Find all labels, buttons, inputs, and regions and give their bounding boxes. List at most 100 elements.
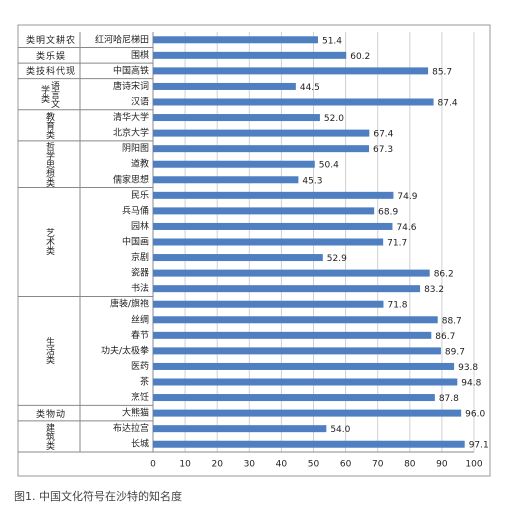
y-tick-label: 功夫/太极拳 [101,344,149,356]
value-label: 86.7 [435,332,455,342]
y-tick-label: 儒家思想 [113,173,149,185]
x-tick-label: 80 [404,460,416,470]
value-label: 44.5 [300,83,320,93]
group-label: 建筑类 [44,422,54,450]
y-tick-label: 清华大学 [113,111,149,123]
value-label: 97.1 [469,441,489,451]
y-tick-label: 春节 [131,329,149,341]
bar [153,145,370,153]
bar [153,160,315,168]
value-label: 74.9 [397,192,417,202]
bar [153,300,384,308]
value-label: 71.8 [387,301,407,311]
bar [153,176,299,184]
value-label: 87.4 [438,99,458,109]
group-label: 哲学思想类 [44,141,54,187]
x-tick-label: 10 [179,460,191,470]
y-tick-label: 唐诗宋词 [113,80,149,92]
bar [153,114,320,122]
bar [153,222,393,230]
value-label: 89.7 [445,347,465,357]
value-label: 68.9 [378,207,398,217]
value-label: 45.3 [302,176,322,186]
bar [153,378,458,386]
x-tick-label: 20 [211,460,223,470]
bar [153,51,347,59]
value-label: 52.9 [327,254,347,264]
y-tick-label: 北京大学 [113,127,149,139]
bar [153,254,323,262]
value-label: 52.0 [324,114,344,124]
y-tick-label: 中国画 [122,236,149,248]
x-tick-label: 60 [340,460,352,470]
value-label: 87.8 [439,394,459,404]
x-tick-label: 100 [465,460,482,470]
y-tick-label: 道教 [131,158,149,170]
bar [153,82,296,90]
value-label: 50.4 [319,161,339,171]
value-label: 51.4 [322,36,342,46]
y-tick-label: 长城 [131,438,149,450]
value-label: 67.4 [373,130,393,140]
y-tick-label: 阴阳图 [122,143,149,154]
x-tick-label: 50 [308,460,320,470]
y-tick-label: 茶 [140,376,149,388]
caption: 图1. 中国文化符号在沙特的知名度 [14,490,182,503]
value-label: 94.8 [461,379,481,389]
x-tick-label: 30 [244,460,256,470]
y-tick-label: 园林 [131,220,149,232]
bar [153,191,394,199]
y-tick-label: 布达拉宫 [113,422,149,434]
bar [153,425,327,433]
group-label: 语言文学类 [39,80,59,108]
bar [153,316,438,324]
x-tick-label: 90 [436,460,448,470]
value-label: 86.2 [434,270,454,280]
bar [153,440,465,448]
chart-frame [17,24,491,477]
y-tick-label: 兵马俑 [122,204,149,216]
bar [153,238,384,246]
group-label: 生活类 [44,337,54,365]
y-tick-label: 汉语 [131,97,149,108]
y-tick-label: 烹饪 [131,391,149,403]
value-label: 67.3 [373,145,393,155]
bar [153,394,435,402]
y-tick-label: 京剧 [131,251,149,263]
group-label: 农耕文明类 [24,35,74,45]
bar [153,98,434,106]
x-tick-label: 40 [276,460,288,470]
bar [153,36,318,44]
bar [153,67,429,75]
y-tick-label: 瓷器 [131,267,149,279]
y-tick-label: 民乐 [131,189,149,201]
value-label: 88.7 [442,316,462,326]
value-label: 71.7 [387,239,407,249]
x-tick-label: 70 [372,460,384,470]
bar [153,347,441,355]
y-tick-label: 唐装/旗袍 [110,298,149,310]
value-label: 83.2 [424,285,444,295]
bar [153,285,421,293]
x-tick-label: 0 [150,460,156,470]
group-label: 现代科技类 [24,66,74,76]
y-tick-label: 书法 [131,282,149,294]
value-label: 85.7 [432,67,452,77]
bar [153,207,375,215]
group-label: 教育类 [44,111,54,139]
y-tick-label: 红河哈尼梯田 [95,33,149,45]
value-label: 60.2 [350,52,370,62]
y-tick-label: 医药 [131,361,149,372]
group-label: 动物类 [34,408,64,418]
value-label: 74.6 [396,223,416,233]
group-label: 娱乐类 [34,50,64,60]
y-tick-label: 中国高铁 [113,64,149,76]
y-tick-label: 大熊猫 [122,407,149,419]
bar [153,409,462,417]
group-label: 艺术类 [44,228,54,256]
y-tick-label: 围棋 [131,49,149,61]
bar [153,269,430,277]
bar [153,331,432,339]
